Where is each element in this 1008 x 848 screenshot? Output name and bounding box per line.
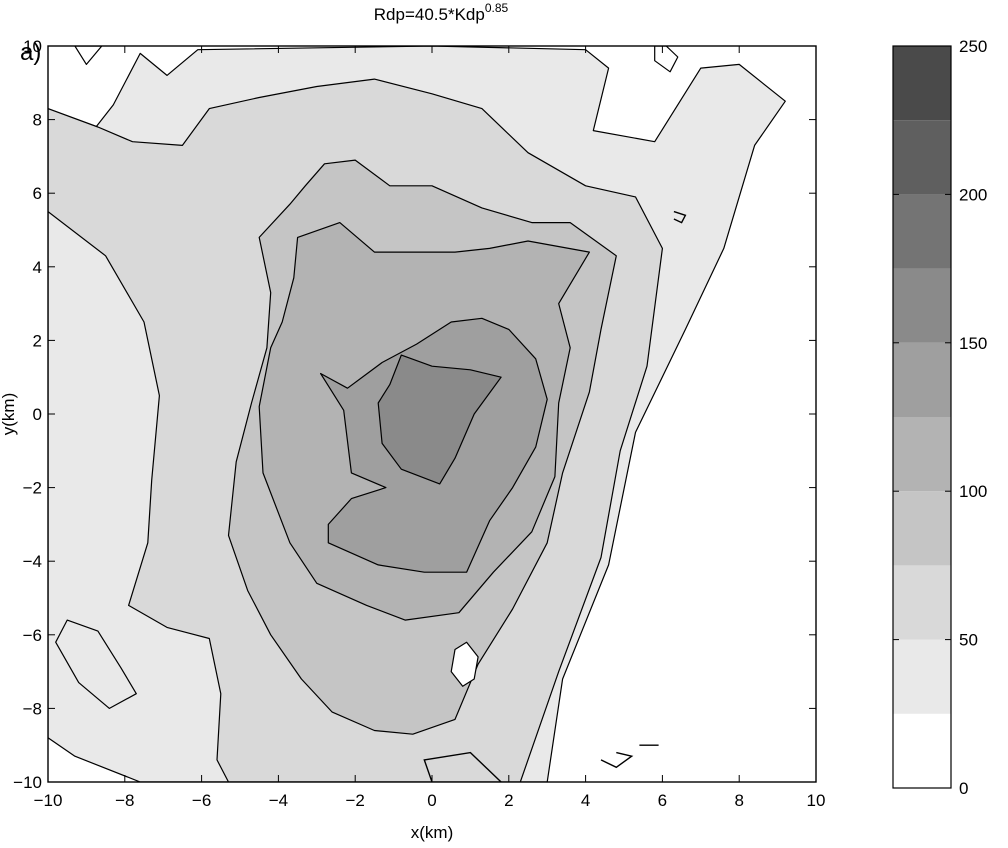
contour-region-25 — [55, 619, 137, 709]
x-axis-label: x(km) — [411, 823, 453, 842]
contour-line-25 — [600, 751, 634, 769]
contour-region-25 — [74, 46, 103, 65]
colorbar-band — [893, 46, 951, 121]
contour-line-25 — [673, 210, 687, 224]
x-tick-label: −4 — [269, 791, 288, 810]
colorbar-band — [893, 565, 951, 640]
y-tick-label: −8 — [23, 699, 42, 718]
colorbar-band — [893, 342, 951, 417]
x-tick-label: 6 — [658, 791, 667, 810]
y-tick-label: −2 — [23, 479, 42, 498]
y-tick-label: 8 — [33, 111, 42, 130]
chart-title-base: Rdp=40.5*Kdp — [374, 5, 485, 24]
colorbar-band — [893, 639, 951, 714]
x-tick-label: 2 — [504, 791, 513, 810]
y-tick-label: 4 — [33, 258, 42, 277]
y-axis-label: y(km) — [0, 393, 18, 435]
x-tick-label: 8 — [734, 791, 743, 810]
y-tick-label: −10 — [13, 773, 42, 792]
colorbar-frame — [892, 45, 952, 789]
colorbar-band — [893, 491, 951, 566]
contour-regions — [48, 46, 786, 782]
y-tick-label: 0 — [33, 405, 42, 424]
x-tick-label: 10 — [807, 791, 826, 810]
y-tick-label: 10 — [23, 37, 42, 56]
panel-label: a) — [20, 39, 41, 66]
chart-title-exponent: 0.85 — [485, 1, 509, 15]
x-tick-label: 0 — [427, 791, 436, 810]
colorbar-band — [893, 713, 951, 788]
colorbar-band — [893, 194, 951, 269]
x-axis: −10 −8 −6 −4 −2 0 2 4 6 8 10 — [34, 46, 826, 810]
y-tick-label: 6 — [33, 184, 42, 203]
x-tick-label: −6 — [192, 791, 211, 810]
x-tick-label: 4 — [581, 791, 590, 810]
colorbar: 0 50 100 150 200 250 — [892, 37, 987, 798]
colorbar-band — [893, 268, 951, 343]
colorbar-tick-label: 100 — [959, 482, 987, 501]
colorbar-tick-label: 150 — [959, 334, 987, 353]
y-tick-label: −6 — [23, 626, 42, 645]
x-tick-label: −10 — [34, 791, 63, 810]
colorbar-tick-label: 200 — [959, 185, 987, 204]
x-tick-label: −2 — [346, 791, 365, 810]
contour-open-lines — [423, 210, 687, 782]
contour-line-25 — [423, 751, 502, 782]
contour-region-25 — [654, 46, 679, 73]
colorbar-band — [893, 417, 951, 492]
contour-region-25 — [450, 641, 479, 687]
y-axis: −10 −8 −6 −4 −2 0 2 4 6 8 10 — [13, 37, 816, 792]
x-tick-label: −8 — [115, 791, 134, 810]
colorbar-band — [893, 120, 951, 195]
y-tick-label: −4 — [23, 552, 42, 571]
chart-title: Rdp=40.5*Kdp0.85 — [374, 1, 509, 24]
colorbar-tick-label: 0 — [959, 779, 968, 798]
colorbar-tick-label: 250 — [959, 37, 987, 56]
y-tick-label: 2 — [33, 331, 42, 350]
colorbar-tick-label: 50 — [959, 631, 978, 650]
contour-region-150 — [377, 354, 502, 485]
